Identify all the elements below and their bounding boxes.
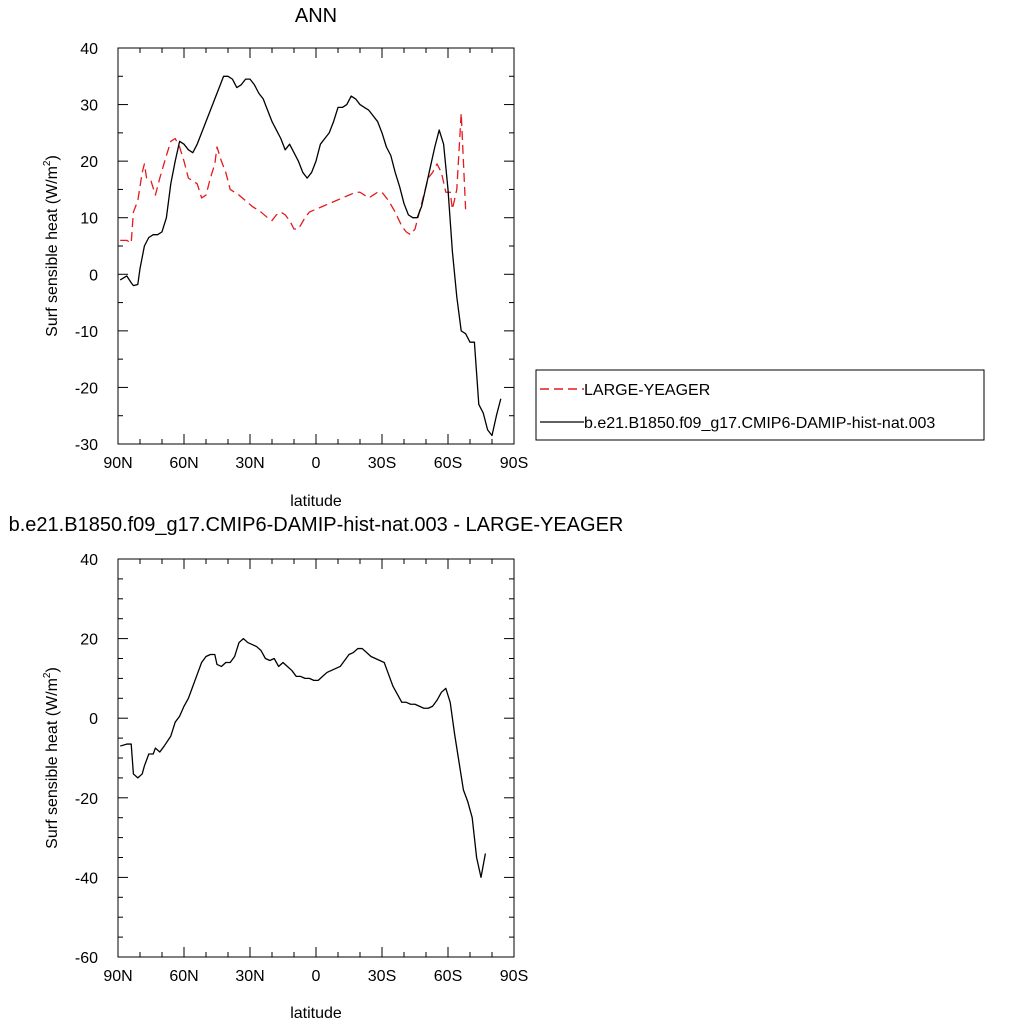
bottom-y-tick-label: 20 bbox=[80, 632, 98, 649]
bottom-series-layer bbox=[120, 637, 487, 879]
top-series-line-1 bbox=[119, 75, 502, 437]
bottom-y-axis-label-main: Surf sensible heat (W/m bbox=[44, 678, 61, 849]
top-ticks: 90N 60N 30N 0 30S 60S 90S -30 -20 -10 0 10 20 30 40 bbox=[75, 41, 528, 472]
bottom-ticks: 90N 60N 30N 0 30S 60S 90S -60 -40 -20 0 20 40 bbox=[75, 552, 528, 985]
top-y-tick-label: 30 bbox=[80, 98, 98, 115]
top-x-tick-label: 90N bbox=[103, 455, 132, 472]
top-plot-frame bbox=[117, 47, 515, 445]
top-x-tick-label: 30S bbox=[368, 455, 396, 472]
legend: LARGE-YEAGER b.e21.B1850.f09_g17.CMIP6-D… bbox=[535, 369, 985, 441]
bottom-y-axis-label: Surf sensible heat (W/m2) bbox=[42, 667, 61, 849]
top-y-axis-label: Surf sensible heat (W/m2) bbox=[42, 155, 61, 337]
bottom-x-tick-label: 0 bbox=[312, 968, 321, 985]
top-y-axis-label-sup: 2 bbox=[42, 160, 53, 166]
top-x-axis-label: latitude bbox=[290, 493, 342, 510]
bottom-y-tick-label: 0 bbox=[89, 711, 98, 728]
top-x-tick-label: 60S bbox=[434, 455, 462, 472]
top-y-tick-label: -20 bbox=[75, 380, 98, 397]
top-y-tick-label: -30 bbox=[75, 437, 98, 454]
bottom-x-tick-label: 60N bbox=[169, 968, 198, 985]
top-x-tick-label: 90S bbox=[500, 455, 528, 472]
bottom-x-tick-label: 90S bbox=[500, 968, 528, 985]
top-y-tick-label: 40 bbox=[80, 41, 98, 58]
bottom-y-axis-label-end: ) bbox=[44, 667, 61, 672]
bottom-series-line-0 bbox=[120, 637, 487, 879]
top-y-tick-label: 10 bbox=[80, 211, 98, 228]
bottom-y-axis-label-sup: 2 bbox=[42, 672, 53, 678]
bottom-y-tick-label: 40 bbox=[80, 552, 98, 569]
legend-box bbox=[535, 369, 985, 441]
bottom-plot-frame bbox=[117, 558, 515, 958]
top-y-axis-label-end: ) bbox=[44, 155, 61, 160]
top-y-tick-label: 0 bbox=[89, 267, 98, 284]
top-x-tick-label: 30N bbox=[235, 455, 264, 472]
top-x-tick-label: 60N bbox=[169, 455, 198, 472]
top-chart-title: ANN bbox=[295, 5, 337, 27]
bottom-x-tick-label: 90N bbox=[103, 968, 132, 985]
bottom-x-tick-label: 30N bbox=[235, 968, 264, 985]
bottom-x-tick-label: 60S bbox=[434, 968, 462, 985]
bottom-y-tick-label: -40 bbox=[75, 870, 98, 887]
bottom-y-tick-label: -20 bbox=[75, 791, 98, 808]
top-series-layer bbox=[119, 75, 502, 437]
bottom-x-tick-label: 30S bbox=[368, 968, 396, 985]
bottom-y-tick-label: -60 bbox=[75, 950, 98, 967]
bottom-x-axis-label: latitude bbox=[290, 1005, 342, 1022]
bottom-chart-title: b.e21.B1850.f09_g17.CMIP6-DAMIP-hist-nat… bbox=[9, 514, 624, 536]
top-y-axis-label-main: Surf sensible heat (W/m bbox=[44, 166, 61, 337]
bottom-panel: b.e21.B1850.f09_g17.CMIP6-DAMIP-hist-nat… bbox=[9, 514, 624, 1022]
top-y-tick-label: -10 bbox=[75, 324, 98, 341]
legend-entry-hist-nat: b.e21.B1850.f09_g17.CMIP6-DAMIP-hist-nat… bbox=[584, 415, 935, 432]
top-series-line-0 bbox=[120, 112, 467, 244]
top-panel: ANN 90N 60N 30N 0 30S 60S 90S -30 -20 -10 0 10 20 30 4… bbox=[42, 5, 528, 510]
top-x-tick-label: 0 bbox=[312, 455, 321, 472]
top-y-tick-label: 20 bbox=[80, 154, 98, 171]
legend-entry-large-yeager: LARGE-YEAGER bbox=[584, 382, 710, 399]
